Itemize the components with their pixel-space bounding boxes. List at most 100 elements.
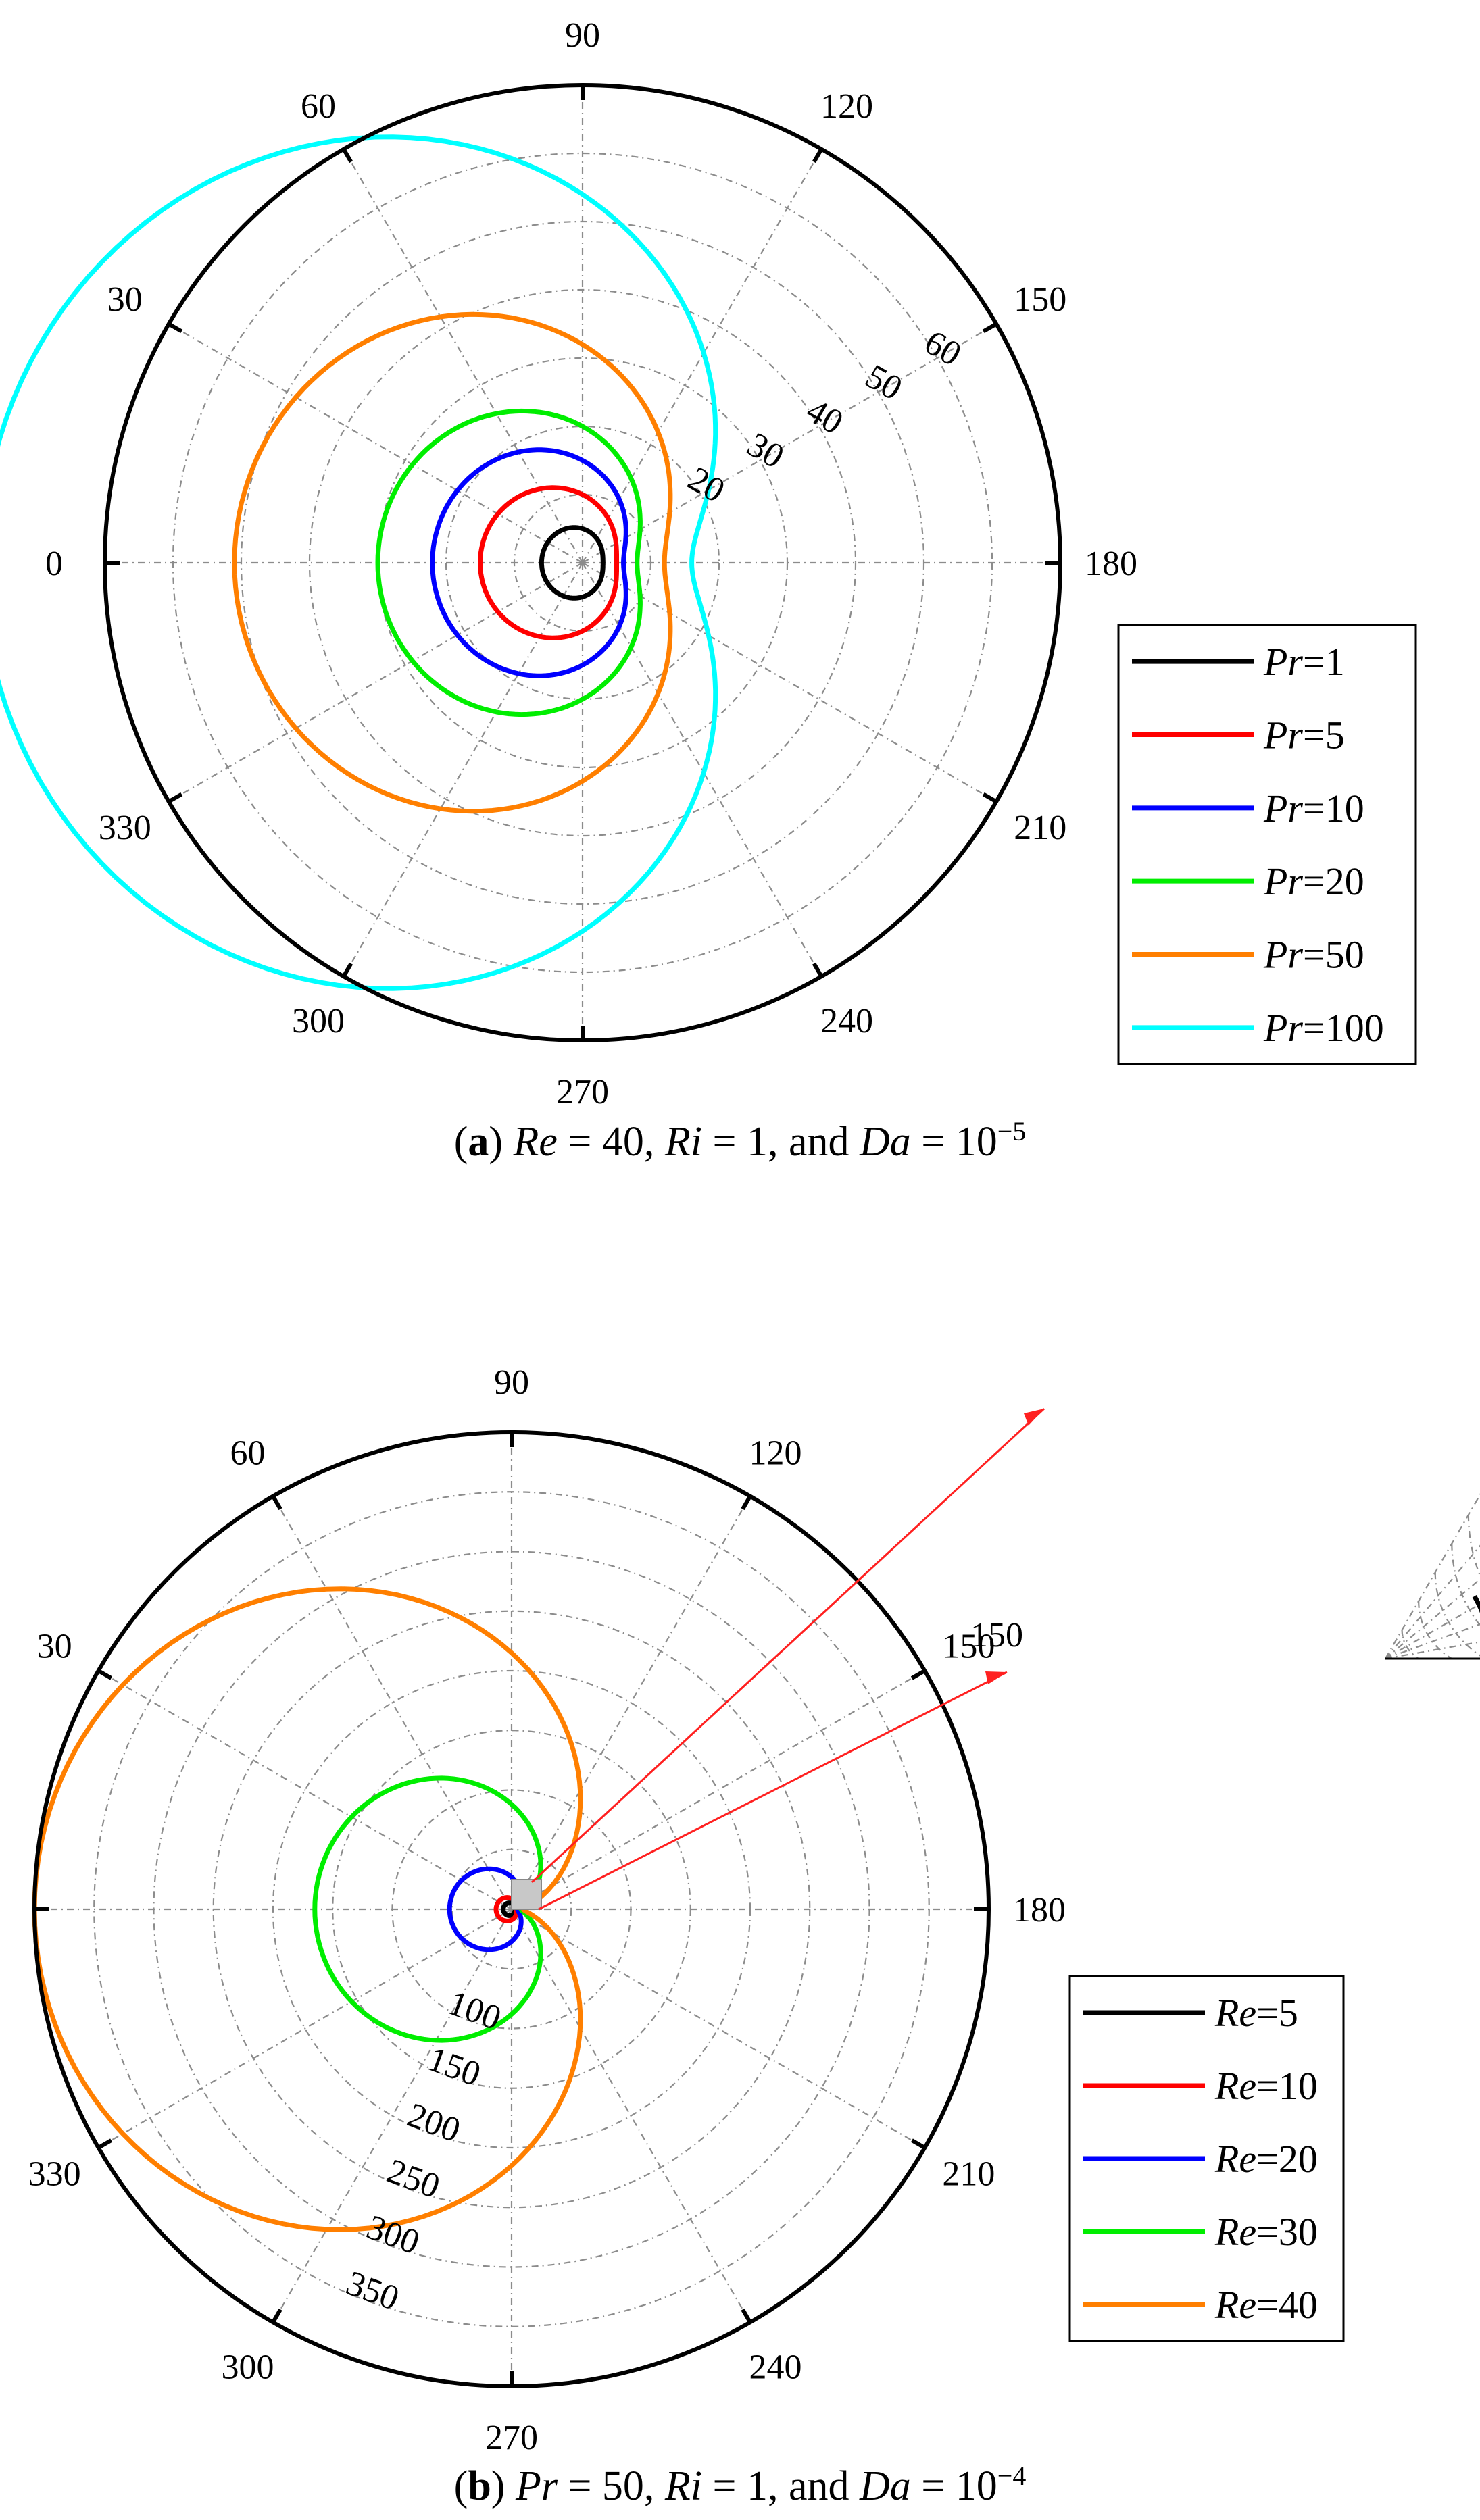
chart-a-caption: (a) Re = 40, Ri = 1, and Da = 10−5	[454, 1116, 1027, 1165]
angle-tick-label: 90	[565, 16, 600, 55]
legend-label: Pr=5	[1263, 713, 1345, 757]
inset-grid-spoke	[1385, 1641, 1480, 1660]
angle-tick-label: 210	[942, 2155, 995, 2194]
grid-spoke	[168, 562, 583, 803]
angle-tick-mark	[271, 2308, 282, 2323]
callout-arrowhead	[1024, 1409, 1044, 1426]
zoom-box	[511, 1879, 542, 1910]
legend-label: Re=20	[1214, 2137, 1318, 2181]
angle-tick-mark	[168, 322, 183, 334]
chart-b-zoom-callout	[511, 1407, 1045, 1911]
radial-tick-label: 30	[741, 426, 791, 476]
inset-extra-label: 150	[970, 1616, 1023, 1655]
angle-tick-mark	[168, 792, 183, 804]
chart-b-caption: (b) Pr = 50, Ri = 1, and Da = 10−4	[454, 2461, 1027, 2510]
legend-label: Pr=1	[1263, 640, 1345, 684]
chart-b-grid	[34, 1432, 989, 2386]
legend-label: Re=30	[1214, 2210, 1318, 2254]
angle-tick-label: 0	[45, 545, 63, 583]
series-line	[539, 525, 606, 601]
grid-spoke	[511, 1909, 925, 2148]
legend-box	[1117, 624, 1417, 1065]
grid-spoke	[343, 562, 583, 977]
angle-tick-label: 270	[556, 1073, 609, 1111]
angle-tick-label: 30	[107, 280, 143, 319]
angle-tick-mark	[741, 1495, 752, 1511]
radial-tick-label: 60	[918, 323, 968, 374]
angle-tick-label: 30	[37, 1628, 72, 1666]
angle-tick-label: 330	[28, 2155, 81, 2194]
angle-tick-mark	[812, 962, 824, 978]
chart-a-legend: Pr=1 Pr=5 Pr=10 Pr=20 Pr=50 Pr=100	[1117, 624, 1417, 1065]
inset-grid-spoke	[1385, 1578, 1480, 1659]
grid-ring	[308, 288, 857, 837]
radial-tick-label: 250	[382, 2152, 445, 2206]
callout-arrow	[531, 1407, 1045, 1884]
grid-spoke	[98, 1670, 512, 1910]
chart-b-inset: 12013014015016017018046810150	[970, 1493, 1480, 1660]
inset-grid-spoke	[1385, 1623, 1480, 1660]
grid-spoke	[343, 149, 583, 563]
series-line	[232, 311, 673, 814]
legend-label: Pr=20	[1263, 859, 1364, 903]
inset-grid-arc	[1451, 1543, 1480, 1627]
chart-b-legend: Re=5 Re=10 Re=20 Re=30 Re=40	[1068, 1975, 1345, 2342]
angle-tick-mark	[741, 2308, 752, 2323]
chart-a-grid	[105, 85, 1060, 1040]
grid-spoke	[272, 1496, 512, 1910]
angle-tick-mark	[97, 1669, 113, 1680]
series-line	[375, 408, 643, 717]
angle-tick-label: 150	[1014, 280, 1066, 319]
angle-tick-mark	[341, 148, 353, 163]
angle-tick-label: 150	[942, 1628, 995, 1666]
angle-tick-mark	[271, 1495, 282, 1511]
angle-tick-mark	[982, 792, 997, 804]
angle-tick-mark	[341, 962, 353, 978]
legend-label: Re=5	[1214, 1991, 1298, 2035]
angle-tick-label: 240	[820, 1002, 873, 1040]
inset-grid-spoke	[1385, 1603, 1480, 1659]
series-line	[0, 134, 718, 991]
angle-tick-label: 180	[1085, 545, 1137, 583]
radial-tick-label: 100	[443, 1984, 506, 2038]
grid-spoke	[582, 562, 997, 803]
polar-chart-a: 0 30 60 90 120 150 180 210 240 270 300 330 20304050…	[0, 16, 1417, 1165]
grid-spoke	[98, 1909, 512, 2148]
legend-label: Re=10	[1214, 2064, 1318, 2108]
legend-label: Re=40	[1214, 2283, 1318, 2327]
grid-spoke	[511, 1670, 925, 1910]
callout-arrowhead	[985, 1671, 1007, 1684]
series-line	[430, 447, 628, 678]
angle-tick-label: 300	[292, 1002, 345, 1040]
callout-arrow	[538, 1671, 1008, 1911]
grid-spoke	[582, 323, 997, 563]
grid-spoke	[511, 1909, 751, 2323]
angle-tick-label: 120	[820, 87, 873, 126]
angle-tick-mark	[812, 148, 824, 163]
angle-tick-label: 180	[1013, 1891, 1066, 1930]
angle-tick-label: 210	[1014, 809, 1066, 847]
angle-tick-label: 90	[494, 1363, 529, 1402]
angle-tick-label: 270	[485, 2419, 538, 2457]
series-line	[478, 485, 619, 640]
radial-tick-label: 150	[423, 2040, 486, 2094]
grid-spoke	[272, 1909, 512, 2323]
angle-tick-mark	[910, 1669, 926, 1680]
grid-spoke	[582, 149, 822, 563]
angle-tick-label: 330	[99, 809, 151, 847]
angle-tick-label: 240	[749, 2348, 802, 2386]
inset-series-line	[1472, 1595, 1480, 1613]
angle-tick-label: 120	[749, 1434, 802, 1473]
radial-tick-label: 200	[403, 2096, 466, 2150]
legend-label: Pr=10	[1263, 786, 1364, 830]
radial-tick-label: 40	[799, 391, 849, 442]
inset-grid-arc	[1467, 1515, 1480, 1578]
angle-tick-mark	[910, 2138, 926, 2150]
grid-ring	[376, 357, 789, 769]
angle-tick-mark	[97, 2138, 113, 2150]
chart-a-angle-ticks: 0 30 60 90 120 150 180 210 240 270 300 330	[45, 16, 1137, 1111]
